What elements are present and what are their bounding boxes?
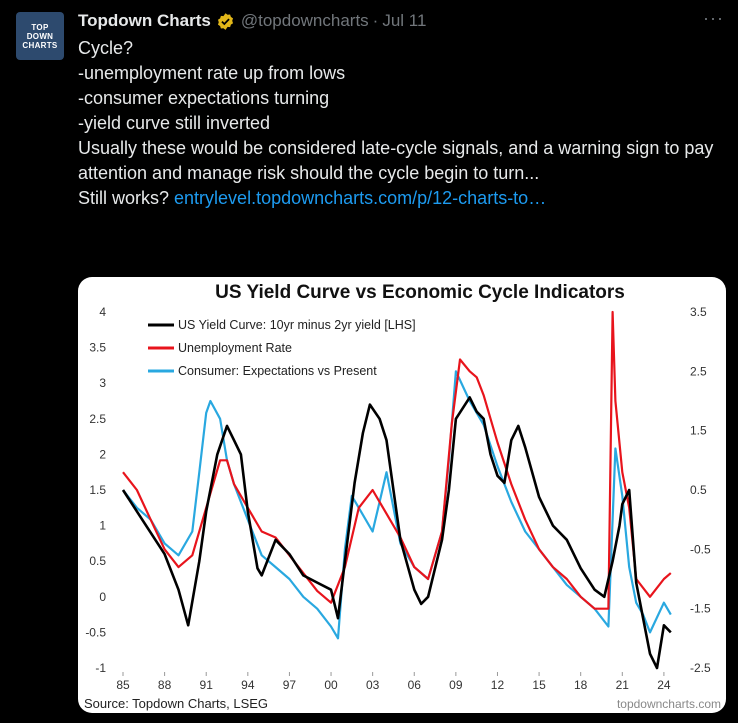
- x-tick-label: 24: [657, 678, 671, 692]
- tweet-line: Cycle?: [78, 38, 134, 58]
- author-avatar[interactable]: TOP DOWN CHARTS: [16, 12, 64, 60]
- y-left-tick-label: 1: [99, 519, 106, 533]
- y-left-tick-label: 2.5: [89, 412, 106, 426]
- x-tick-label: 00: [324, 678, 338, 692]
- y-left-tick-label: 3.5: [89, 341, 106, 355]
- chart-watermark: topdowncharts.com: [617, 697, 721, 711]
- y-right-tick-label: 3.5: [690, 305, 707, 319]
- tweet-link-line: Still works? entrylevel.topdowncharts.co…: [78, 186, 728, 211]
- avatar-text-down: DOWN: [26, 31, 54, 41]
- verified-badge-icon[interactable]: [216, 12, 235, 31]
- legend-label: Consumer: Expectations vs Present: [178, 364, 377, 378]
- tweet-line: -unemployment rate up from lows: [78, 63, 346, 83]
- link-prefix: Still works?: [78, 188, 175, 208]
- author-handle[interactable]: @topdowncharts: [240, 11, 369, 30]
- y-left-tick-label: 0.5: [89, 554, 106, 568]
- tweet-date[interactable]: Jul 11: [382, 11, 427, 30]
- chart-title: US Yield Curve vs Economic Cycle Indicat…: [215, 282, 625, 303]
- series-line: [122, 370, 672, 640]
- y-left-tick-label: 0: [99, 590, 106, 604]
- x-tick-label: 06: [408, 678, 422, 692]
- avatar-text-charts: CHARTS: [22, 40, 58, 50]
- y-left-tick-label: 2: [99, 447, 106, 461]
- tweet-line: -yield curve still inverted: [78, 113, 271, 133]
- tweet-text: Cycle? -unemployment rate up from lows -…: [78, 36, 728, 211]
- y-right-tick-label: -2.5: [690, 661, 711, 675]
- x-tick-label: 12: [491, 678, 505, 692]
- tweet-line: Usually these would be considered late-c…: [78, 138, 719, 183]
- y-left-tick-label: 3: [99, 376, 106, 390]
- x-tick-label: 85: [116, 678, 130, 692]
- avatar-text-top: TOP: [31, 22, 49, 32]
- chart-image[interactable]: US Yield Curve vs Economic Cycle Indicat…: [78, 277, 726, 713]
- article-link[interactable]: entrylevel.topdowncharts.com/p/12-charts…: [174, 188, 547, 208]
- tweet-header: Topdown Charts @topdowncharts · Jul 11: [78, 10, 722, 32]
- x-tick-label: 15: [532, 678, 546, 692]
- author-name[interactable]: Topdown Charts: [78, 11, 211, 30]
- chart-legend: US Yield Curve: 10yr minus 2yr yield [LH…: [148, 318, 416, 378]
- series-line: [121, 396, 672, 670]
- x-tick-label: 91: [200, 678, 214, 692]
- y-left-tick-label: -1: [95, 661, 106, 675]
- x-tick-label: 09: [449, 678, 463, 692]
- x-tick-label: 03: [366, 678, 380, 692]
- y-right-tick-label: 2.5: [690, 364, 707, 378]
- x-tick-label: 88: [158, 678, 172, 692]
- y-left-tick-label: 1.5: [89, 483, 106, 497]
- x-tick-label: 94: [241, 678, 255, 692]
- x-tick-label: 18: [574, 678, 588, 692]
- tweet-line: -consumer expectations turning: [78, 88, 330, 108]
- y-right-tick-label: -0.5: [690, 542, 711, 556]
- y-right-tick-label: 0.5: [690, 483, 707, 497]
- series-line: [122, 310, 672, 610]
- y-right-tick-label: -1.5: [690, 602, 711, 616]
- x-tick-label: 21: [616, 678, 630, 692]
- legend-label: US Yield Curve: 10yr minus 2yr yield [LH…: [178, 318, 416, 332]
- separator-dot: ·: [372, 11, 379, 30]
- more-options-icon[interactable]: ···: [703, 8, 724, 28]
- x-tick-label: 97: [283, 678, 297, 692]
- legend-label: Unemployment Rate: [178, 341, 292, 355]
- yield-curve-chart: US Yield Curve vs Economic Cycle Indicat…: [84, 282, 721, 711]
- chart-source: Source: Topdown Charts, LSEG: [84, 696, 268, 711]
- y-left-tick-label: 4: [99, 305, 106, 319]
- y-left-tick-label: -0.5: [85, 625, 106, 639]
- y-right-tick-label: 1.5: [690, 424, 707, 438]
